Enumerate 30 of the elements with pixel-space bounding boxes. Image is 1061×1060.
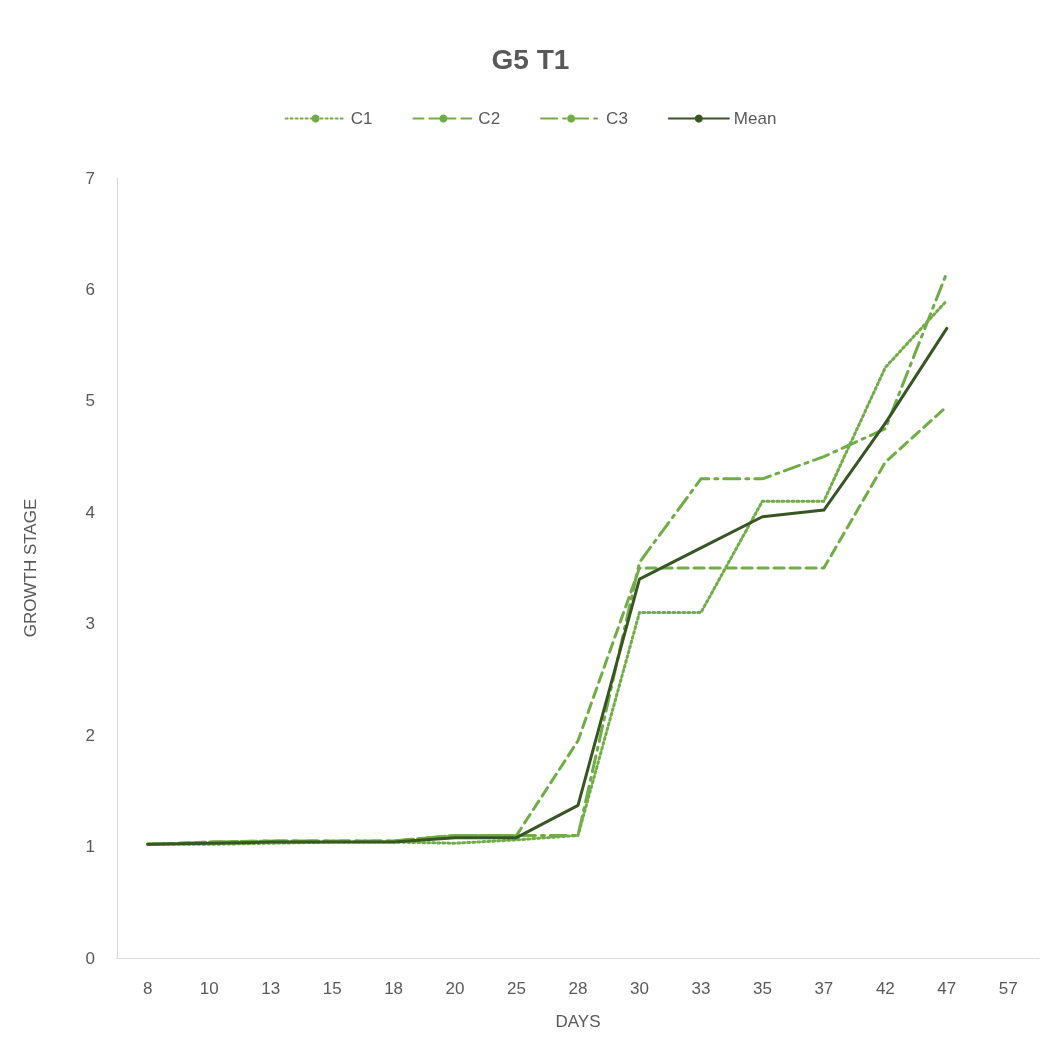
x-tick-label: 8 — [143, 979, 153, 998]
x-tick-label: 13 — [261, 979, 281, 998]
x-tick-label: 42 — [875, 979, 895, 998]
legend-label: C1 — [350, 109, 373, 128]
legend-label: C3 — [606, 109, 628, 128]
y-axis-title: GROWTH STAGE — [21, 498, 40, 638]
x-tick-label: 10 — [199, 979, 219, 998]
y-tick-label: 6 — [85, 279, 95, 299]
y-tick-label: 2 — [85, 725, 95, 745]
chart-title: G5 T1 — [491, 43, 570, 75]
x-tick-label: 28 — [568, 979, 588, 998]
x-tick-label: 33 — [691, 979, 711, 998]
x-tick-label: 20 — [445, 979, 465, 998]
x-axis-title: DAYS — [555, 1012, 601, 1031]
y-tick-label: 7 — [85, 168, 95, 188]
y-tick-label: 3 — [85, 614, 95, 634]
x-tick-label: 30 — [630, 979, 649, 998]
x-tick-label: 18 — [384, 979, 404, 998]
x-tick-label: 25 — [507, 979, 526, 998]
x-tick-label: 37 — [814, 979, 834, 998]
legend-label: C2 — [478, 109, 501, 128]
y-tick-label: 0 — [85, 948, 95, 968]
y-tick-label: 1 — [85, 837, 95, 857]
x-tick-label: 47 — [937, 979, 957, 998]
x-tick-label: 15 — [322, 979, 342, 998]
x-tick-label: 35 — [752, 979, 772, 998]
y-tick-label: 5 — [85, 391, 95, 411]
x-tick-label: 57 — [998, 979, 1018, 998]
y-tick-label: 4 — [85, 502, 95, 522]
legend-label: Mean — [733, 109, 777, 128]
